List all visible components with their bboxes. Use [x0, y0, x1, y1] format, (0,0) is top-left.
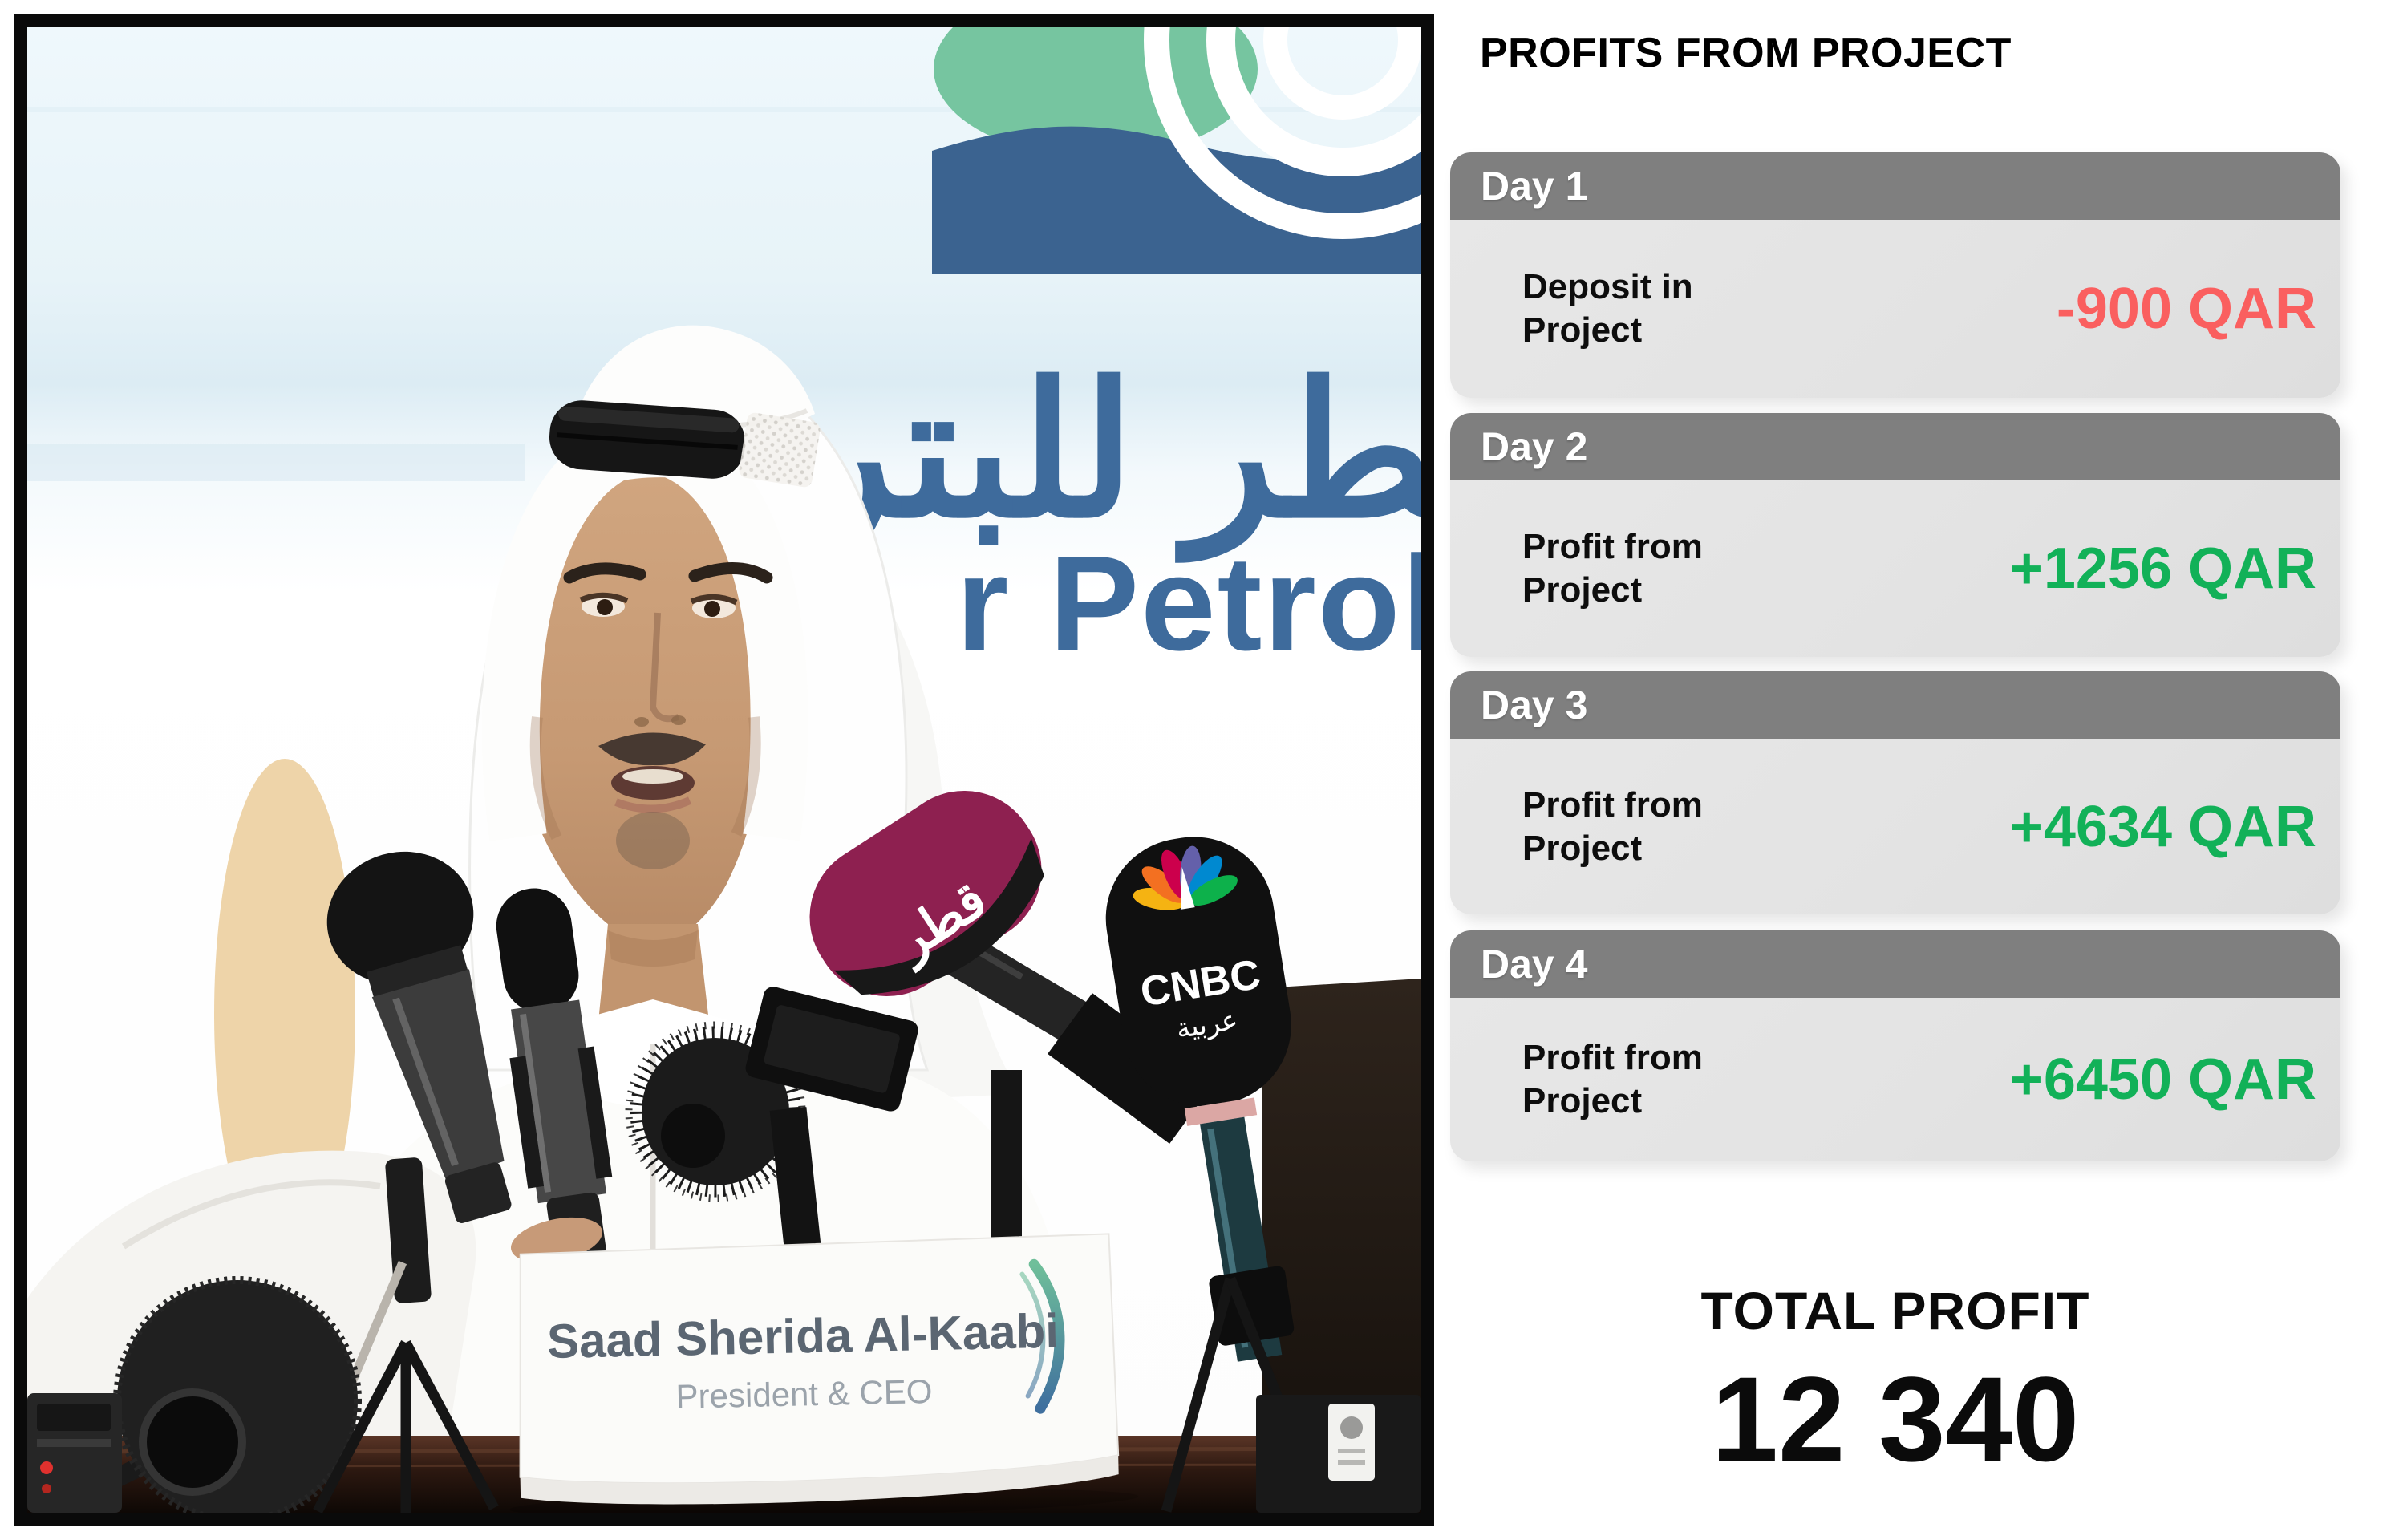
- ghutra-mesh-patch: [739, 412, 821, 488]
- day-card-1-description-line2: Project: [1522, 310, 1643, 350]
- cheek-shade-left: [529, 716, 562, 841]
- total-profit-value: 12 340: [1711, 1352, 2080, 1486]
- right-eye-iris: [704, 601, 720, 617]
- cheek-shade-right: [731, 716, 761, 837]
- mic-center-fluffy: [625, 987, 918, 1256]
- left-eyelid: [579, 592, 629, 604]
- teeth: [622, 769, 683, 784]
- mic-far-left: [47, 1276, 362, 1513]
- cnbc-pink-ring: [1184, 1097, 1258, 1126]
- nameplate-curl: [520, 1455, 1119, 1505]
- mustache: [598, 732, 706, 766]
- day-card-4-body: Profit from Project +6450 QAR: [1450, 998, 2340, 1161]
- panel-title: PROFITS FROM PROJECT: [1480, 30, 2012, 76]
- sleeve-fold: [121, 1179, 381, 1250]
- day-card-3-description-line1: Profit from: [1522, 784, 1703, 825]
- press-photo: قطر للبترول r Petrole: [14, 14, 1434, 1526]
- total-profit-label: TOTAL PROFIT: [1700, 1281, 2090, 1340]
- mic-tripods: [313, 1276, 1326, 1513]
- nostril-left: [634, 717, 649, 727]
- day-card-1-value: -900 QAR: [2056, 277, 2316, 341]
- nameplate-title: President & CEO: [675, 1372, 933, 1416]
- day-card-1: Day 1 Deposit in Project -900 QAR: [1450, 152, 2340, 398]
- day-card-1-body: Deposit in Project -900 QAR: [1450, 220, 2340, 398]
- day-card-2-description-line1: Profit from: [1522, 527, 1703, 567]
- equipment-box: [1256, 1395, 1421, 1513]
- logo-latin-text: r Petrole: [956, 528, 1421, 679]
- left-eyebrow: [563, 562, 646, 584]
- day-card-2-description: Profit from Project: [1522, 525, 1703, 611]
- chair-back: [214, 759, 355, 1269]
- goatee: [616, 812, 690, 869]
- nameplate-card: [519, 1233, 1120, 1485]
- day-card-1-header: Day 1: [1450, 152, 2340, 220]
- left-eye-iris: [597, 599, 613, 615]
- day-card-3-description-line2: Project: [1522, 828, 1643, 868]
- day-card-4-value: +6450 QAR: [2009, 1048, 2316, 1112]
- screen-edge-band: [27, 444, 525, 481]
- press-photo-illustration: قطر للبترول r Petrole: [27, 27, 1421, 1513]
- logo-white-arc-small: [1263, 27, 1421, 120]
- day-card-1-description: Deposit in Project: [1522, 265, 1693, 351]
- day-card-2-header: Day 2: [1450, 413, 2340, 480]
- neck-shadow: [608, 930, 698, 967]
- day-card-3-value: +4634 QAR: [2009, 794, 2316, 859]
- logo-white-arc-large: [1144, 27, 1421, 239]
- right-eyebrow: [688, 562, 773, 584]
- day-card-4-header: Day 4: [1450, 930, 2340, 998]
- dark-corner: [1262, 979, 1421, 1513]
- nameplate: Saad Sherida Al-Kaabi President & CEO: [509, 1233, 1139, 1513]
- day-card-4-day-label: Day 4: [1481, 942, 1588, 987]
- nostril-right: [671, 715, 686, 725]
- agal-band: [549, 400, 746, 479]
- day-card-1-day-label: Day 1: [1481, 164, 1588, 209]
- nameplate-name: Saad Sherida Al-Kaabi: [546, 1304, 1059, 1368]
- record-led: [40, 1461, 53, 1474]
- day-card-4-description-line1: Profit from: [1522, 1038, 1703, 1078]
- day-card-1-description-line1: Deposit in: [1522, 267, 1693, 307]
- mic-qatar-capsule: قطر: [809, 790, 1044, 997]
- hand: [511, 1217, 602, 1263]
- screen-seam: [27, 107, 1421, 112]
- logo-white-arc-mid: [1206, 27, 1421, 176]
- audio-recorder: [27, 1393, 122, 1513]
- day-card-3-header: Day 3: [1450, 671, 2340, 739]
- day-card-2-description-line2: Project: [1522, 570, 1643, 610]
- day-card-3-description: Profit from Project: [1522, 784, 1703, 869]
- day-card-4: Day 4 Profit from Project +6450 QAR: [1450, 930, 2340, 1161]
- peacock-icon: [1133, 845, 1238, 910]
- day-card-2-value: +1256 QAR: [2009, 537, 2316, 601]
- day-card-4-description: Profit from Project: [1522, 1036, 1703, 1122]
- nameplate-swoosh: [1028, 1258, 1065, 1414]
- day-card-2-day-label: Day 2: [1481, 424, 1588, 469]
- face: [500, 477, 776, 944]
- day-card-3-day-label: Day 3: [1481, 683, 1588, 727]
- day-card-3: Day 3 Profit from Project +4634 QAR: [1450, 671, 2340, 914]
- lower-lip: [614, 796, 691, 813]
- day-card-4-description-line2: Project: [1522, 1081, 1643, 1121]
- right-eyelid: [690, 594, 738, 606]
- day-card-2: Day 2 Profit from Project +1256 QAR: [1450, 413, 2340, 657]
- speaker: [27, 325, 1080, 1513]
- day-card-3-body: Profit from Project +4634 QAR: [1450, 739, 2340, 914]
- day-card-2-body: Profit from Project +1256 QAR: [1450, 480, 2340, 657]
